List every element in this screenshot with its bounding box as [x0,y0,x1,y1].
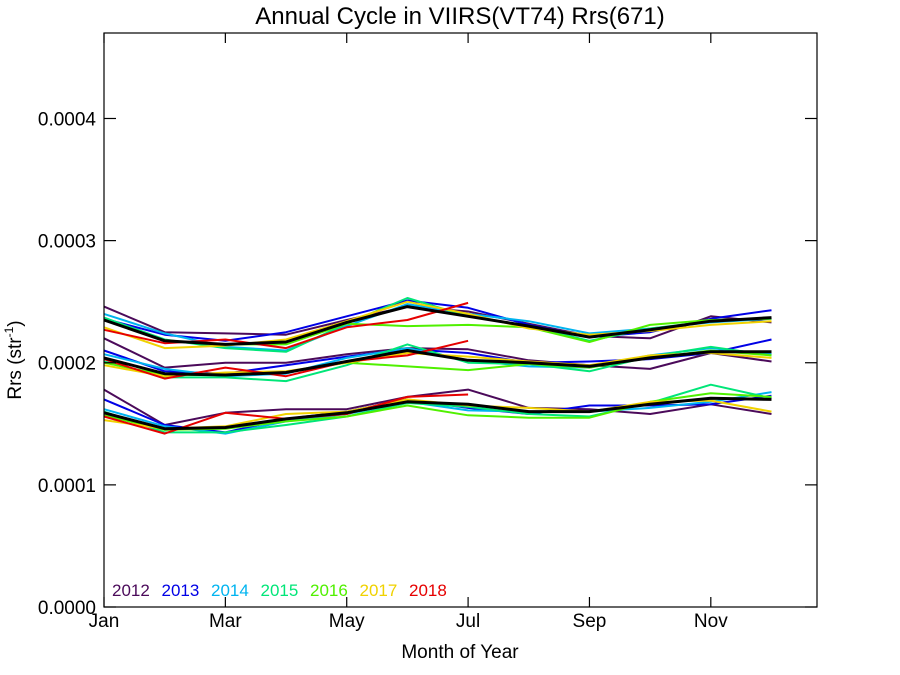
series-line-2015-group-3 [103,383,772,434]
legend-item-2012: 2012 [112,581,150,600]
legend: 2012 2013 2014 2015 2016 2017 2018 [112,581,447,600]
y-tick-label: 0.0001 [38,476,96,497]
series-line-2017-group-1 [103,300,772,350]
plot-frame [103,32,818,608]
mean-layer [103,305,772,431]
y-tick-label: 0.0004 [38,109,97,130]
mean-line-group-3 [103,396,772,431]
x-tick-label: Jan [89,611,120,632]
x-tick-label: Jul [456,611,480,632]
y-axis-title: Rrs (str-1) [2,320,26,399]
x-tick-label: May [329,611,365,632]
series-line-2018-group-2 [103,339,469,380]
legend-item-2018: 2018 [409,581,447,600]
series-line-2012-group-3 [103,388,772,426]
y-axis-title-superscript: -1 [2,326,16,337]
x-tick-label: Sep [573,611,607,632]
legend-item-2015: 2015 [261,581,299,600]
legend-item-2013: 2013 [162,581,200,600]
x-tick-label: Mar [209,611,242,632]
axes-layer: Jan Mar May Jul Sep Nov 0.0000 0.0001 0.0002 0.00… [38,33,817,632]
legend-item-2016: 2016 [310,581,348,600]
chart-title: Annual Cycle in VIIRS(VT74) Rrs(671) [255,3,664,30]
mean-line-group-2 [103,349,772,377]
y-axis-title-tail: ) [5,320,26,326]
legend-item-2014: 2014 [211,581,249,600]
legend-item-2017: 2017 [360,581,398,600]
x-axis-title: Month of Year [401,642,519,663]
series-layer [103,297,772,435]
y-tick-label: 0.0000 [38,598,96,619]
y-axis-title-main: Rrs (str [5,337,26,400]
series-line-2018-group-1 [103,301,469,350]
y-tick-label: 0.0003 [38,232,96,253]
y-tick-label: 0.0002 [38,354,96,375]
mean-line-group-1 [103,305,772,346]
x-tick-label: Nov [694,611,728,632]
